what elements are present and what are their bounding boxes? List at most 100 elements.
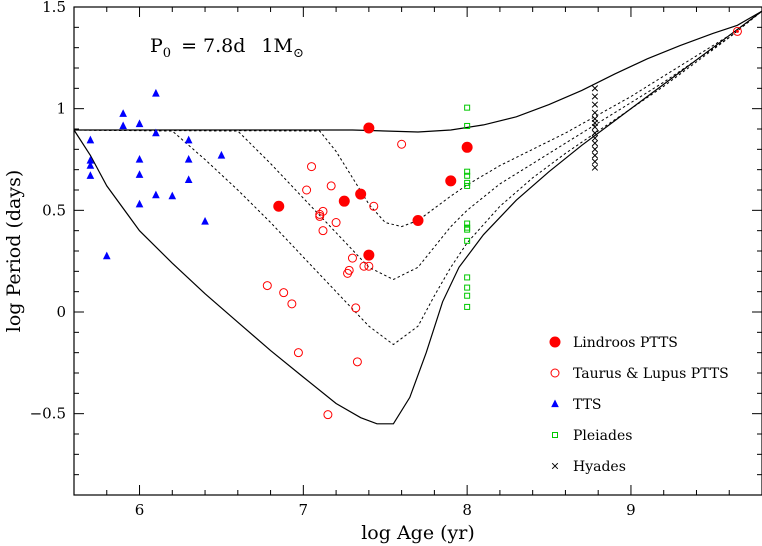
data-point-4-12 (464, 284, 471, 291)
series-open-square (464, 104, 471, 310)
data-points (86, 26, 742, 420)
data-point-3-2 (86, 156, 95, 164)
data-point-5-1 (591, 85, 599, 92)
data-point-2-22 (323, 410, 333, 420)
data-point-5-7 (591, 123, 599, 131)
x-axis-title: log Age (yr) (361, 522, 475, 544)
y-tick-label: 0 (56, 303, 66, 321)
data-point-2-19 (364, 261, 374, 271)
data-point-3-3 (86, 161, 95, 169)
data-point-2-4 (293, 348, 303, 358)
data-point-5-11 (591, 146, 599, 153)
data-point-3-6 (119, 109, 127, 117)
data-point-2-20 (369, 201, 379, 211)
legend-label-4: Pleiades (573, 428, 632, 444)
data-point-4-14 (464, 303, 471, 310)
data-point-3-1 (86, 135, 95, 144)
data-point-5-8 (591, 129, 599, 137)
model-curve-5 (73, 10, 762, 425)
mass-value: 1M (261, 35, 293, 57)
legend-label-1: Lindroos PTTS (573, 335, 678, 351)
data-point-3-18 (184, 175, 193, 183)
legend: Lindroos PTTS Taurus & Lupus PTTS TTS Pleia… (549, 335, 729, 475)
plot-frame (73, 6, 762, 496)
legend-label-2: Taurus & Lupus PTTS (573, 366, 729, 382)
series-open-circle (262, 26, 742, 420)
data-point-2-3 (287, 299, 297, 309)
data-point-2-15 (347, 253, 357, 263)
data-point-4-4 (464, 172, 471, 179)
data-point-4-6 (464, 182, 471, 189)
data-point-4-11 (464, 274, 471, 281)
data-point-5-12 (591, 152, 599, 159)
data-point-2-2 (279, 288, 289, 298)
data-point-2-5 (302, 185, 312, 195)
model-curves (73, 10, 762, 425)
data-point-5-3 (591, 101, 599, 108)
data-point-3-17 (184, 155, 193, 163)
data-point-2-16 (351, 303, 361, 313)
data-point-1-5 (363, 249, 375, 261)
axes (73, 6, 762, 496)
p0-annotation: P0 = 7.8d 1M⊙ (150, 35, 304, 61)
p0-subscript: 0 (163, 46, 171, 61)
data-point-2-8 (315, 209, 325, 219)
data-point-2-11 (326, 181, 336, 191)
data-point-1-1 (273, 200, 285, 212)
series-filled-circle (273, 122, 473, 261)
data-point-5-4 (591, 109, 599, 116)
data-point-3-20 (217, 150, 226, 159)
y-axis-title: log Period (days) (3, 170, 25, 333)
data-point-4-2 (464, 122, 471, 129)
data-point-1-4 (363, 122, 375, 134)
data-point-3-14 (152, 190, 160, 199)
data-point-2-14 (344, 265, 354, 275)
data-point-4-10 (464, 237, 471, 244)
data-point-1-3 (355, 188, 367, 200)
model-curve-1 (74, 10, 762, 133)
data-point-3-9 (135, 155, 144, 163)
data-point-3-8 (135, 119, 144, 128)
data-point-4-5 (464, 179, 471, 186)
legend-marker-3 (551, 399, 559, 408)
series-cross (591, 85, 599, 171)
data-point-3-7 (119, 121, 127, 130)
model-curve-2 (73, 10, 762, 228)
data-point-1-8 (461, 141, 473, 153)
data-point-5-2 (591, 93, 599, 100)
data-point-2-6 (307, 162, 317, 172)
data-point-2-9 (318, 206, 328, 216)
y-tick-label: 0.5 (42, 201, 66, 219)
legend-marker-2 (550, 368, 560, 378)
data-point-3-19 (201, 217, 209, 225)
data-point-3-16 (184, 135, 193, 144)
y-tick-label: 1.5 (42, 0, 66, 16)
data-point-2-17 (352, 357, 362, 367)
data-point-4-13 (464, 292, 471, 299)
model-curve-4 (73, 10, 762, 346)
x-tick-label: 9 (626, 501, 636, 519)
series-filled-triangle (86, 88, 226, 260)
data-point-3-13 (152, 128, 160, 137)
data-point-2-12 (331, 218, 341, 228)
model-curve-3 (73, 10, 762, 281)
data-point-1-7 (445, 175, 457, 187)
data-point-2-23 (732, 26, 742, 36)
sun-dot (735, 29, 739, 33)
data-point-1-2 (338, 195, 350, 207)
data-point-4-3 (464, 168, 471, 175)
legend-marker-1 (549, 336, 561, 348)
data-point-3-15 (168, 191, 177, 200)
data-point-2-10 (318, 226, 328, 236)
data-point-3-4 (86, 171, 95, 179)
ticks: 6 7 8 9 −0.5 0 0.5 1 1.5 (30, 0, 762, 519)
data-point-2-1 (262, 281, 272, 291)
data-point-5-14 (591, 164, 599, 171)
p0-value: = 7.8d (181, 35, 245, 57)
data-point-3-12 (152, 88, 160, 97)
data-point-4-7 (464, 220, 471, 227)
data-point-5-10 (591, 140, 599, 147)
data-point-3-10 (135, 170, 144, 178)
mass-subscript: ⊙ (293, 46, 304, 61)
